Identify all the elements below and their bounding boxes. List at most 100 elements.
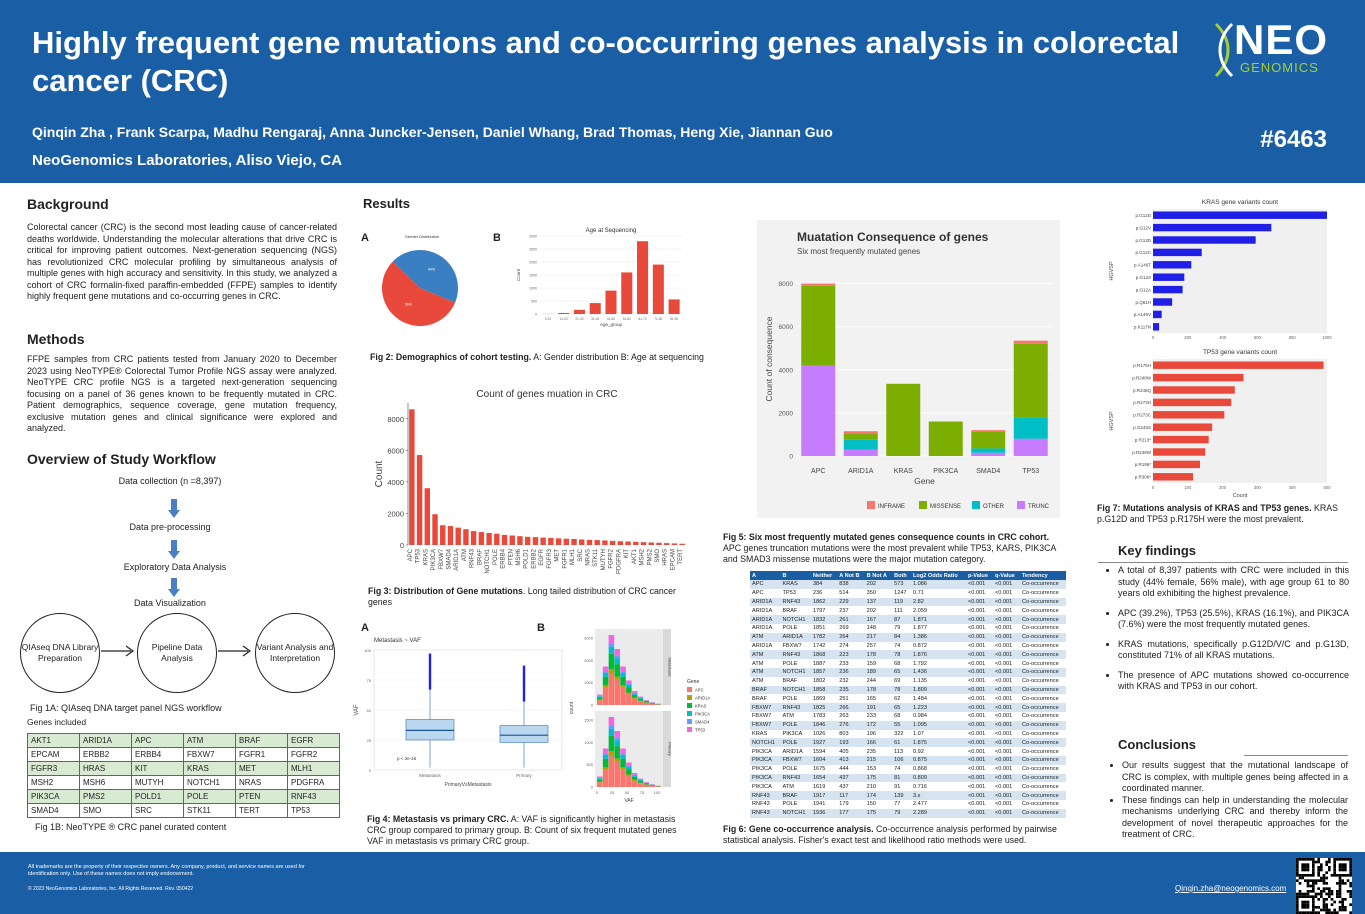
qr-module xyxy=(1325,863,1328,866)
table-row: PIK3CA RNF43 1654 437 175 81 0.809 <0.001 <0.001… xyxy=(750,773,1066,783)
gene-cell: PMS2 xyxy=(79,789,132,804)
histogram-bar xyxy=(631,697,638,699)
table-cell: <0.001 xyxy=(968,695,986,702)
table-row: ATM RNF43 1868 223 178 78 1.876 <0.001 <0.001 Co-… xyxy=(750,650,1066,660)
histogram-bar xyxy=(597,699,603,701)
gene-cell: MSH2 xyxy=(27,775,80,790)
tick-label: 0 xyxy=(1152,485,1155,490)
list-item: A total of 8,397 patients with CRC were … xyxy=(1118,565,1349,600)
table-cell: BRAF xyxy=(752,695,767,702)
table-cell: 175 xyxy=(864,808,893,818)
contact-email-link[interactable]: Qinqin.zha@neogenomics.com xyxy=(1175,884,1287,893)
gene-cell: POLE xyxy=(183,789,236,804)
qr-module xyxy=(1338,908,1342,912)
tick-label: RNF43 xyxy=(470,548,476,568)
tick-label: TP53 xyxy=(1022,468,1039,475)
table-cell: 1604 xyxy=(810,755,838,765)
tick-label: 3000 xyxy=(584,635,594,640)
qr-module xyxy=(1306,895,1310,898)
qr-module xyxy=(1338,906,1342,909)
qr-module xyxy=(1304,868,1307,872)
histogram-bar xyxy=(637,698,644,701)
chart-title: TP53 gene variants count xyxy=(1203,349,1277,356)
table-cell: ATM xyxy=(782,783,794,790)
qr-module xyxy=(1301,868,1304,872)
tick-label: MUTYH xyxy=(601,549,607,570)
tick-label: ARID1A xyxy=(848,468,874,475)
table-cell: 62 xyxy=(894,695,901,702)
table-cell: 1594 xyxy=(812,748,826,755)
qr-module xyxy=(1338,874,1342,877)
tick-label: p.A146V xyxy=(1134,312,1151,317)
legend-label: SMAD4 xyxy=(695,720,710,725)
histogram-bar xyxy=(608,735,615,752)
bar xyxy=(478,532,485,545)
qr-module xyxy=(1346,890,1350,893)
table-cell: BRAF xyxy=(780,791,811,800)
gene-cell: NOTCH1 xyxy=(183,775,236,790)
table-cell: Co-occurrence xyxy=(1020,808,1066,818)
table-cell: 61 xyxy=(892,738,911,748)
qr-module xyxy=(1306,863,1310,866)
qr-module xyxy=(1338,882,1342,885)
bar xyxy=(1153,460,1200,469)
qr-module xyxy=(1325,860,1328,864)
legend-swatch xyxy=(687,719,692,724)
arrow-down-icon xyxy=(168,540,180,559)
table-cell: 0.809 xyxy=(911,773,967,783)
qr-module xyxy=(1325,887,1328,890)
stacked-bar-segment xyxy=(843,449,878,456)
table-cell: <0.001 xyxy=(966,773,994,783)
qr-module xyxy=(1298,911,1302,914)
table-cell: <0.001 xyxy=(993,667,1020,677)
table-cell: ATM xyxy=(750,632,781,642)
qr-module xyxy=(1349,863,1352,866)
table-cell: 274 xyxy=(839,642,849,649)
tick-label: AKT1 xyxy=(632,548,638,564)
fig2-caption-bold: Fig 2: Demographics of cohort testing. xyxy=(370,352,532,362)
table-row: RNF43 NOTCH1 1936 177 175 79 2.289 <0.001 <0.001… xyxy=(750,808,1066,818)
tick-label: SMO xyxy=(655,549,661,563)
qr-module xyxy=(1306,884,1310,888)
table-cell: 413 xyxy=(837,755,865,765)
gene-mutation-count-chart: Count of genes muation in CRC 0 2000 4000 60… xyxy=(374,389,685,574)
table-row: PIK3CA ARID1A 1594 405 235 113 0.92 <0.001 <0.00… xyxy=(750,747,1066,756)
logo-neo: NEO xyxy=(1234,16,1329,63)
fig6-caption: Fig 6: Gene co-occurrence analysis. Co-o… xyxy=(723,824,1068,846)
histogram-bar xyxy=(597,695,603,697)
tick-label: ATM xyxy=(462,549,468,561)
tick-label: BRAF xyxy=(477,549,483,565)
histogram-bar xyxy=(597,778,603,780)
bar xyxy=(663,543,670,545)
tick-label: p.G13D xyxy=(1135,238,1151,243)
histogram-bar xyxy=(597,697,603,700)
tick-label: ERBB2 xyxy=(531,548,537,568)
histogram-bar xyxy=(626,680,632,684)
qr-module xyxy=(1338,890,1342,893)
table-cell: 150 xyxy=(866,801,876,808)
tick-label: KRAS xyxy=(423,549,429,565)
table-cell: 384 xyxy=(810,580,838,589)
tick-label: 600 xyxy=(1254,335,1262,340)
histogram-bar xyxy=(649,703,655,705)
gene-cell: FGFR3 xyxy=(27,761,80,776)
histogram-bar xyxy=(637,696,644,698)
qr-module xyxy=(1298,882,1302,885)
table-cell: <0.001 xyxy=(968,730,986,737)
table-row: ARID1A RNF43 1862 229 137 119 2.82 <0.001 <0.001… xyxy=(750,597,1066,607)
histogram-bar xyxy=(631,773,638,775)
qr-module xyxy=(1322,876,1326,880)
tick-label: 0 xyxy=(591,703,594,708)
qr-module xyxy=(1317,874,1320,877)
qr-code-icon[interactable] xyxy=(1296,858,1352,914)
column-header: A Not B xyxy=(837,571,865,580)
qr-module xyxy=(1296,906,1299,909)
legal-text: All trademarks are the property of their… xyxy=(28,864,305,877)
qr-module xyxy=(1328,866,1331,869)
table-cell: RNF43 xyxy=(780,597,811,607)
table-cell: 1858 xyxy=(810,685,838,695)
table-cell: 0.868 xyxy=(913,766,927,773)
stacked-bar-segment xyxy=(843,439,878,450)
table-cell: POLE xyxy=(782,625,798,632)
tick-label: APC xyxy=(811,468,825,475)
